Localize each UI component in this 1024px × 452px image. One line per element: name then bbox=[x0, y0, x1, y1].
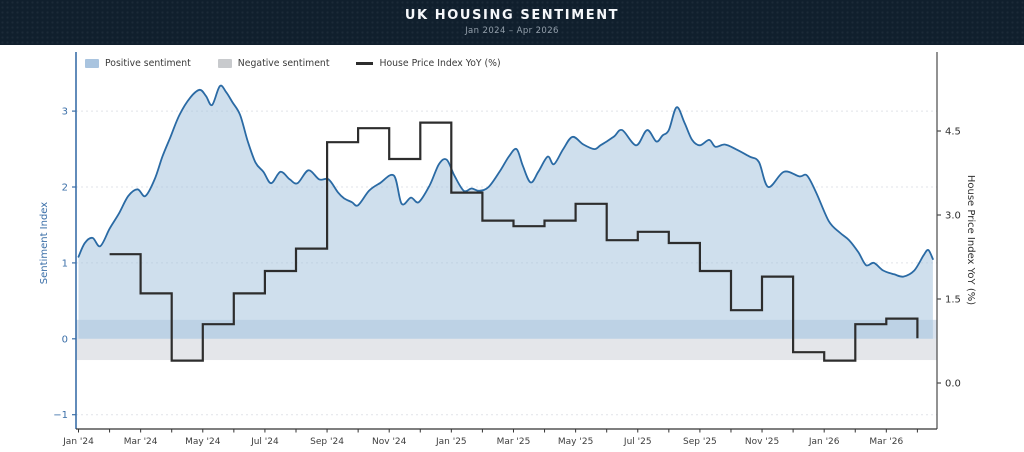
chart-legend: Positive sentiment Negative sentiment Ho… bbox=[85, 58, 501, 69]
legend-label: House Price Index YoY (%) bbox=[379, 58, 501, 69]
chart-header-banner: UK HOUSING SENTIMENT Jan 2024 – Apr 2026 bbox=[0, 0, 1024, 45]
x-tick-label: Jul '25 bbox=[623, 437, 652, 447]
right-axis-title: House Price Index YoY (%) bbox=[965, 175, 976, 305]
left-axis-title: Sentiment Index bbox=[39, 202, 50, 284]
negative-sentiment-swatch-icon bbox=[217, 59, 232, 68]
right-tick-label: 0.0 bbox=[945, 379, 961, 390]
left-tick-label: 2 bbox=[62, 183, 68, 194]
x-tick-label: May '25 bbox=[558, 437, 593, 447]
legend-label: Positive sentiment bbox=[105, 58, 191, 69]
x-tick-label: Mar '24 bbox=[124, 437, 158, 447]
x-tick-label: Jan '25 bbox=[435, 437, 467, 447]
right-tick-label: 1.5 bbox=[945, 295, 961, 306]
x-tick-label: Sep '24 bbox=[310, 437, 344, 447]
left-tick-label: 3 bbox=[62, 107, 68, 118]
x-tick-label: Jan '26 bbox=[808, 437, 840, 447]
hpi-step-line bbox=[109, 121, 919, 362]
legend-item-negative-sentiment: Negative sentiment bbox=[217, 58, 330, 69]
left-tick-label: 1 bbox=[62, 258, 68, 269]
x-tick-label: Nov '25 bbox=[745, 437, 779, 447]
right-tick-label: 3.0 bbox=[945, 211, 961, 222]
x-tick-label: Mar '25 bbox=[497, 437, 531, 447]
sentiment-line bbox=[77, 84, 934, 278]
hpi-line-swatch-icon bbox=[356, 62, 374, 65]
x-tick-label: Jan '24 bbox=[62, 437, 94, 447]
chart-title: UK HOUSING SENTIMENT bbox=[404, 7, 620, 23]
positive-sentiment-swatch-icon bbox=[85, 59, 99, 68]
x-tick-label: May '24 bbox=[185, 437, 221, 447]
x-tick-label: Mar '26 bbox=[869, 437, 903, 447]
left-tick-label: 0 bbox=[62, 334, 68, 345]
x-tick-label: Jul '24 bbox=[250, 437, 279, 447]
left-tick-label: −1 bbox=[53, 410, 68, 421]
sentiment-area bbox=[78, 85, 933, 339]
legend-item-positive-sentiment: Positive sentiment bbox=[85, 58, 191, 69]
negative-sentiment-band bbox=[76, 338, 937, 361]
chart-subtitle: Jan 2024 – Apr 2026 bbox=[465, 26, 559, 37]
legend-item-hpi-line: House Price Index YoY (%) bbox=[356, 58, 501, 69]
legend-label: Negative sentiment bbox=[237, 58, 330, 69]
x-tick-label: Sep '25 bbox=[683, 437, 717, 447]
x-tick-label: Nov '24 bbox=[372, 437, 407, 447]
right-tick-label: 4.5 bbox=[945, 127, 961, 138]
